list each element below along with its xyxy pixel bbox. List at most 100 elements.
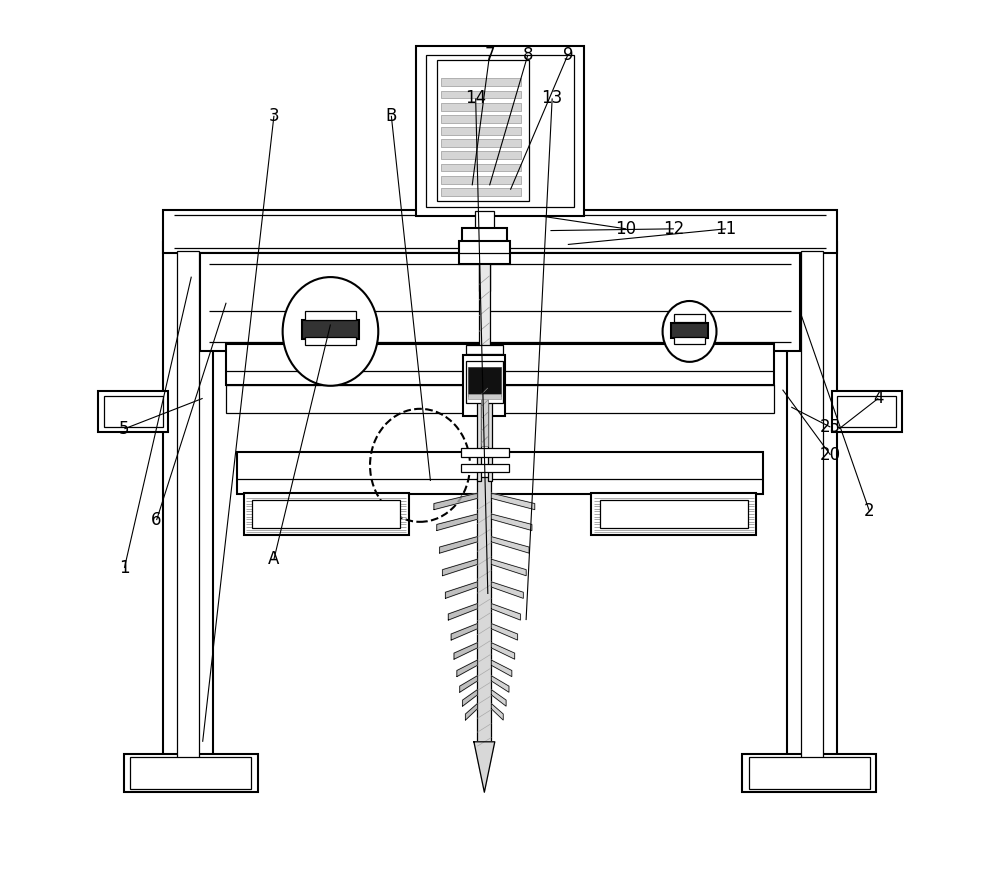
- Polygon shape: [491, 493, 535, 509]
- Bar: [252, 500, 400, 528]
- Bar: [130, 758, 251, 788]
- Bar: [305, 337, 356, 346]
- Text: 1: 1: [119, 559, 130, 577]
- Bar: [481, 376, 488, 446]
- Text: 2: 2: [864, 502, 875, 521]
- Polygon shape: [451, 624, 477, 640]
- Bar: [742, 754, 876, 792]
- Bar: [837, 396, 896, 427]
- Polygon shape: [491, 624, 518, 640]
- Polygon shape: [434, 493, 477, 509]
- Bar: [426, 55, 574, 207]
- Bar: [226, 344, 774, 385]
- Bar: [200, 253, 800, 351]
- Bar: [441, 176, 521, 184]
- Bar: [468, 394, 501, 399]
- Text: A: A: [268, 550, 280, 568]
- Bar: [302, 320, 359, 340]
- Polygon shape: [491, 660, 512, 676]
- Bar: [462, 228, 507, 242]
- Bar: [479, 262, 490, 351]
- Bar: [479, 241, 490, 291]
- Bar: [237, 452, 763, 494]
- Polygon shape: [445, 582, 477, 598]
- Ellipse shape: [283, 277, 378, 386]
- Bar: [801, 250, 823, 764]
- Text: 25: 25: [820, 418, 841, 436]
- Text: 4: 4: [873, 389, 883, 408]
- Ellipse shape: [663, 301, 716, 362]
- Bar: [466, 346, 503, 354]
- Bar: [441, 102, 521, 110]
- Polygon shape: [491, 676, 509, 692]
- Bar: [441, 127, 521, 135]
- Bar: [461, 448, 509, 457]
- Bar: [441, 164, 521, 172]
- Polygon shape: [491, 514, 532, 530]
- Text: 14: 14: [465, 89, 486, 108]
- Bar: [124, 754, 258, 792]
- Bar: [461, 464, 509, 472]
- Polygon shape: [491, 643, 515, 659]
- Bar: [477, 385, 481, 481]
- Bar: [163, 242, 213, 773]
- Polygon shape: [491, 536, 529, 553]
- Bar: [441, 139, 521, 147]
- Bar: [466, 361, 503, 403]
- Bar: [177, 250, 199, 764]
- Bar: [416, 46, 584, 216]
- Bar: [671, 323, 708, 339]
- Bar: [226, 385, 774, 413]
- Bar: [104, 396, 163, 427]
- Text: 7: 7: [484, 46, 495, 64]
- Text: 8: 8: [523, 46, 533, 64]
- Text: 11: 11: [715, 220, 737, 238]
- Polygon shape: [437, 514, 477, 530]
- Polygon shape: [457, 660, 477, 676]
- Text: 5: 5: [119, 420, 130, 438]
- Bar: [463, 355, 505, 416]
- Polygon shape: [491, 704, 503, 720]
- Bar: [591, 493, 756, 535]
- Bar: [488, 385, 492, 481]
- Polygon shape: [460, 676, 477, 692]
- Polygon shape: [465, 704, 477, 720]
- Text: 10: 10: [616, 220, 637, 238]
- Bar: [468, 368, 501, 396]
- Bar: [244, 493, 409, 535]
- Bar: [437, 60, 529, 201]
- Bar: [674, 314, 705, 322]
- Polygon shape: [491, 559, 526, 576]
- Text: 13: 13: [542, 89, 563, 108]
- Text: B: B: [386, 107, 397, 125]
- Bar: [477, 477, 491, 751]
- Bar: [674, 337, 705, 345]
- Polygon shape: [443, 559, 477, 576]
- Polygon shape: [491, 690, 506, 706]
- Text: 3: 3: [269, 107, 279, 125]
- Polygon shape: [491, 582, 523, 598]
- Bar: [749, 758, 870, 788]
- Bar: [441, 115, 521, 122]
- Bar: [600, 500, 748, 528]
- Bar: [459, 241, 510, 263]
- Text: 9: 9: [563, 46, 573, 64]
- Polygon shape: [448, 604, 477, 620]
- Bar: [475, 212, 494, 229]
- Bar: [441, 151, 521, 159]
- Bar: [832, 390, 902, 432]
- Text: 6: 6: [151, 511, 162, 529]
- Polygon shape: [463, 690, 477, 706]
- Polygon shape: [474, 742, 495, 792]
- Bar: [441, 79, 521, 87]
- Polygon shape: [440, 536, 477, 553]
- Polygon shape: [454, 643, 477, 659]
- Bar: [305, 312, 356, 320]
- Bar: [441, 91, 521, 98]
- Text: 20: 20: [820, 446, 841, 464]
- Bar: [98, 390, 168, 432]
- Bar: [441, 188, 521, 196]
- Bar: [787, 242, 837, 773]
- Bar: [163, 210, 837, 253]
- Polygon shape: [491, 604, 520, 620]
